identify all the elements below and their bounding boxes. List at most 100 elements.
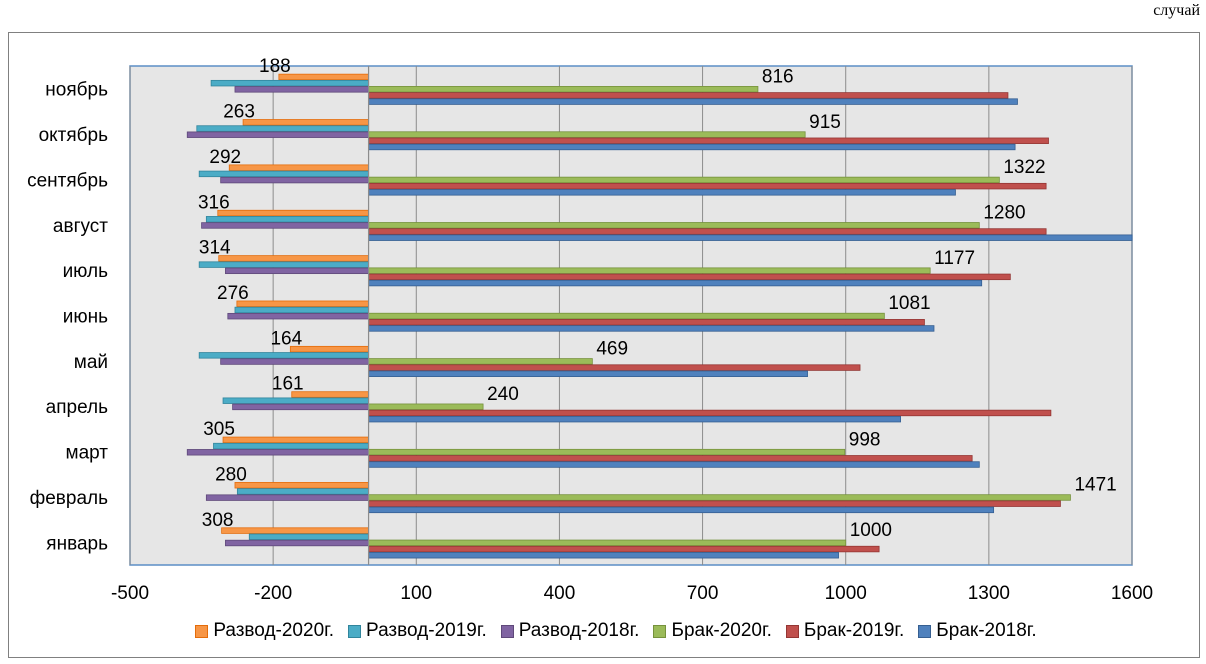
bar (368, 545, 880, 553)
bar (234, 306, 369, 314)
legend-swatch (653, 624, 667, 638)
data-label: 1081 (888, 293, 930, 314)
y-category-label: май (74, 352, 108, 373)
legend-item: Брак-2020г. (653, 620, 772, 642)
data-label: 240 (487, 384, 519, 405)
bar (221, 527, 369, 534)
data-label: 164 (270, 328, 302, 349)
data-label: 1322 (1003, 157, 1045, 178)
legend-item: Брак-2019г. (785, 620, 904, 642)
bar (368, 222, 980, 229)
legend-swatch (195, 624, 209, 638)
bar (368, 448, 846, 456)
bar (213, 442, 369, 450)
bar (278, 73, 369, 81)
x-tick-label: 100 (400, 583, 432, 604)
bar (368, 234, 1133, 241)
bar (225, 539, 369, 547)
bar (368, 415, 901, 423)
bar (220, 358, 369, 365)
bar (368, 455, 973, 462)
data-label: 915 (809, 112, 841, 133)
y-category-label: июнь (63, 307, 108, 328)
data-label: 316 (198, 192, 230, 213)
y-category-label: январь (46, 533, 108, 554)
data-label: 276 (217, 283, 249, 304)
bar (196, 125, 369, 132)
legend-item: Развод-2019г. (348, 620, 487, 642)
bar (368, 98, 1018, 105)
bar (217, 209, 369, 217)
legend-label: Брак-2020г. (671, 620, 772, 641)
data-label: 308 (202, 510, 234, 531)
data-label: 1280 (983, 203, 1025, 224)
bar (198, 261, 369, 268)
bar (368, 189, 956, 196)
legend-label: Брак-2018г. (936, 620, 1037, 641)
x-tick-label: 1300 (968, 583, 1010, 604)
y-category-label: апрель (46, 397, 108, 418)
bar (218, 255, 369, 262)
bar (368, 403, 484, 410)
y-category-label: август (53, 216, 108, 237)
bar (368, 539, 847, 547)
legend-item: Развод-2020г. (195, 620, 334, 642)
bar (368, 137, 1049, 144)
y-category-label: июль (63, 261, 109, 282)
bar (198, 352, 369, 359)
bar (205, 216, 369, 223)
chart-legend: Развод-2020г. Развод-2019г. Развод-2018г. Б… (86, 620, 1146, 642)
bar (368, 364, 861, 371)
bar (248, 533, 369, 541)
legend-label: Развод-2020г. (213, 620, 335, 641)
x-tick-label: -500 (111, 583, 149, 604)
y-category-label: сентябрь (27, 170, 108, 191)
data-label: 1000 (850, 520, 892, 541)
bar (186, 449, 369, 456)
legend-label: Развод-2018г. (518, 620, 640, 641)
bar (368, 143, 1016, 151)
bar (368, 409, 1052, 417)
bar (234, 86, 369, 93)
chart-frame (8, 32, 1200, 658)
data-label: 816 (762, 66, 794, 87)
x-tick-label: 1000 (825, 583, 867, 604)
bar (210, 79, 369, 87)
bar (368, 228, 1047, 235)
legend-swatch (918, 624, 932, 638)
x-tick-label: 400 (544, 583, 576, 604)
legend-swatch (785, 624, 799, 638)
x-tick-label: 1600 (1111, 583, 1153, 604)
legend-item: Развод-2018г. (500, 620, 640, 642)
bar (368, 273, 1011, 281)
bar (198, 170, 369, 178)
legend-label: Развод-2019г. (366, 620, 487, 641)
bar (368, 267, 931, 274)
data-label: 263 (223, 102, 255, 123)
bar (186, 131, 369, 138)
data-label: 998 (849, 429, 881, 450)
bar (222, 397, 369, 404)
bar (368, 506, 995, 514)
bar (368, 279, 983, 287)
bar (225, 267, 369, 275)
x-tick-label: 700 (687, 583, 719, 604)
bar (220, 176, 369, 184)
y-category-label: ноябрь (45, 80, 108, 101)
bar (228, 164, 369, 171)
bar (236, 300, 369, 307)
bar (368, 312, 885, 320)
bar (368, 176, 1000, 184)
data-label: 469 (596, 339, 628, 360)
bar (368, 325, 935, 332)
bar (368, 552, 839, 559)
bar (242, 119, 369, 126)
data-label: 1471 (1074, 475, 1116, 496)
bar (368, 319, 925, 326)
unit-label: случай (1153, 2, 1200, 19)
bar (236, 488, 369, 495)
legend-swatch (500, 624, 514, 638)
data-label: 314 (199, 238, 231, 259)
data-label: 305 (203, 419, 235, 440)
